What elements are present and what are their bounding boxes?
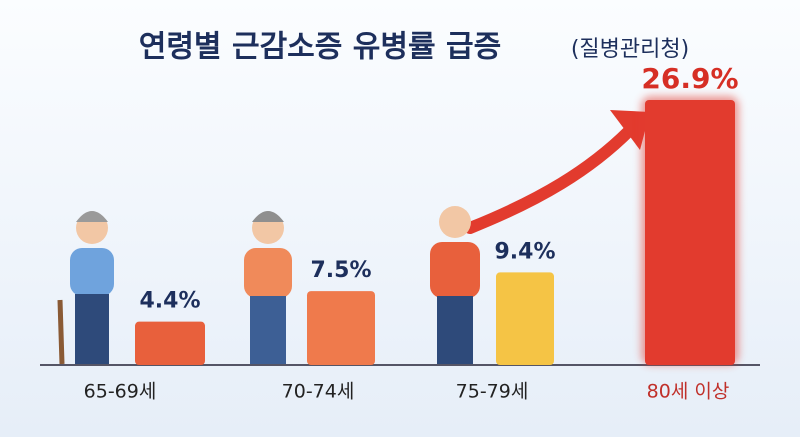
person: [57, 211, 114, 365]
value-label: 9.4%: [494, 239, 555, 264]
bar: [135, 321, 205, 365]
chart-title: 연령별 근감소증 유병률 급증: [139, 30, 502, 65]
chart-subtitle: (질병관리청): [571, 37, 689, 62]
bar: [496, 272, 554, 365]
person: [430, 206, 480, 364]
x-tick-label: 80세 이상: [647, 381, 730, 403]
value-label: 4.4%: [139, 289, 200, 314]
x-tick-label: 75-79세: [456, 381, 529, 403]
trend-arrow-head: [610, 110, 650, 150]
value-label: 7.5%: [310, 258, 371, 283]
x-tick-label: 65-69세: [84, 381, 157, 403]
value-label: 26.9%: [641, 62, 738, 95]
x-tick-label: 70-74세: [282, 381, 355, 403]
trend-arrow: [464, 124, 636, 234]
bar: [645, 100, 735, 365]
bar: [307, 291, 375, 365]
person: [244, 211, 292, 364]
